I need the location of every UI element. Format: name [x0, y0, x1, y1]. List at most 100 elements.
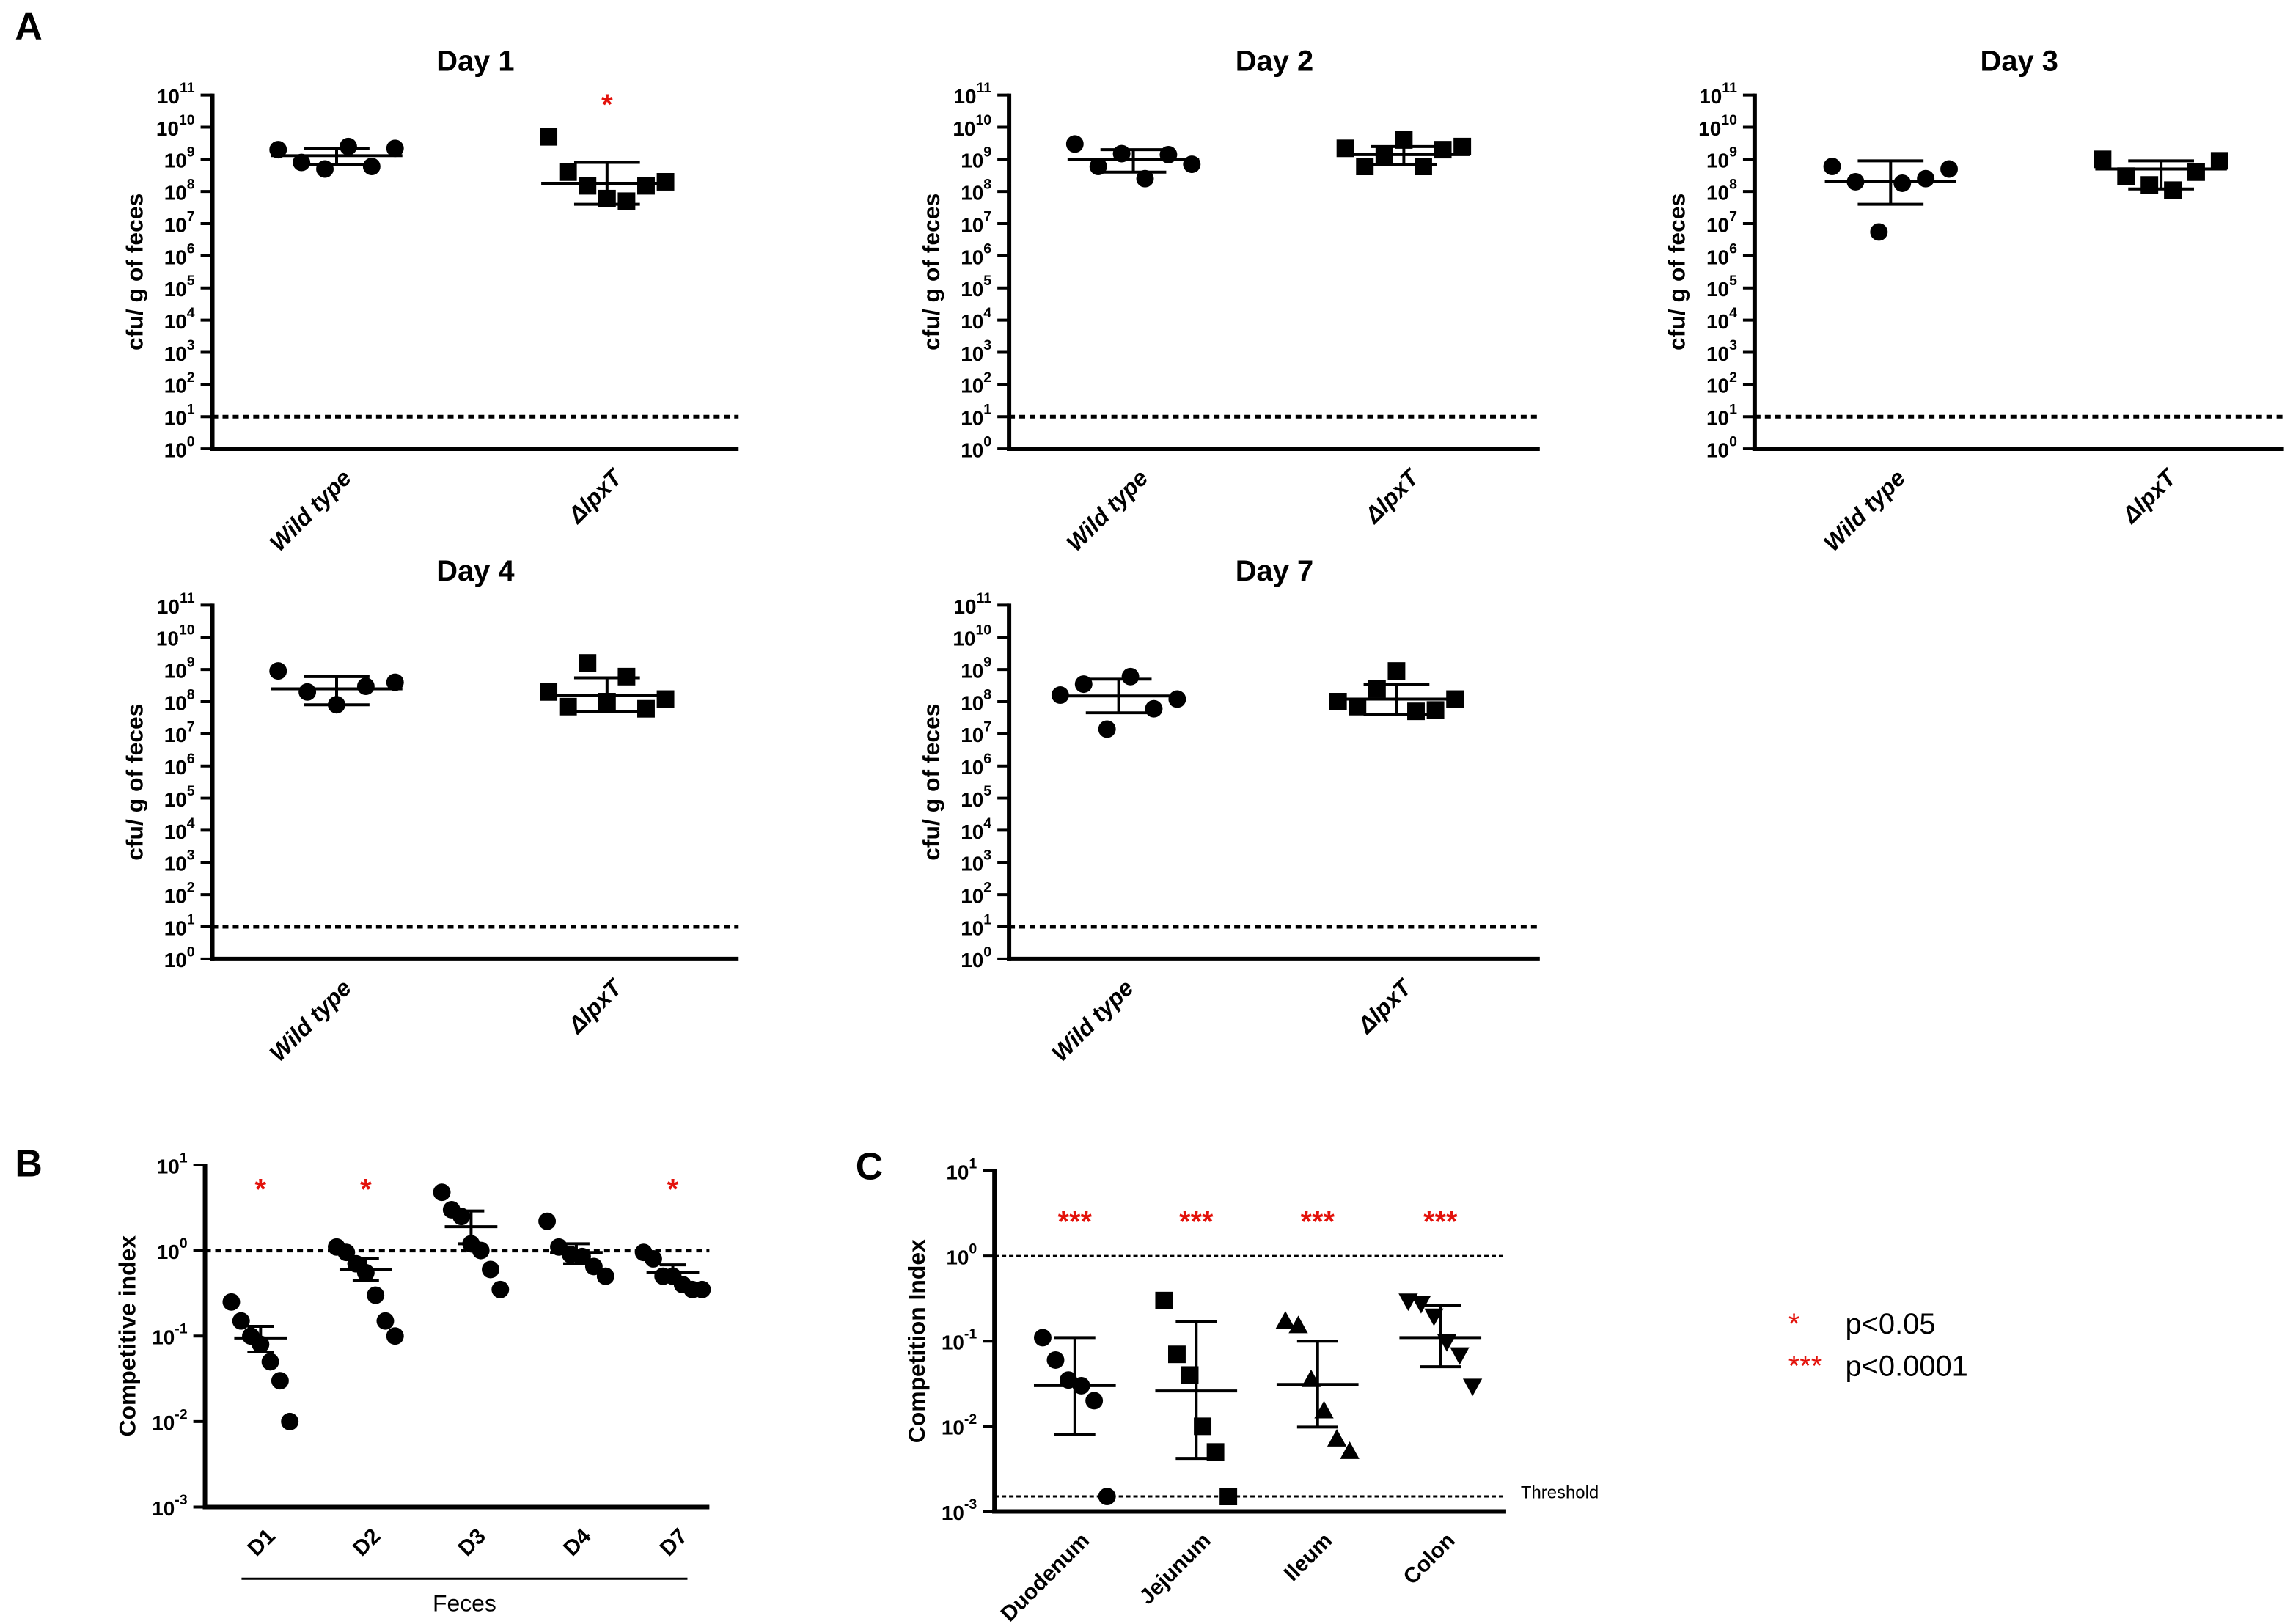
circle-point: [1046, 1351, 1065, 1369]
chart-title: Day 3: [1981, 45, 2058, 77]
triangle-point: [1301, 1369, 1321, 1387]
circle-point: [1870, 223, 1888, 241]
y-axis-label: cfu/ g of feces: [1664, 194, 1690, 350]
threshold-label: Threshold: [1521, 1482, 1599, 1502]
square-point: [1395, 131, 1413, 149]
significance-mark: *: [360, 1173, 372, 1205]
square-point: [637, 177, 655, 195]
significance-mark: *: [667, 1173, 679, 1205]
circle-point: [491, 1280, 510, 1298]
y-tick-label: 102: [1706, 370, 1737, 397]
circle-point: [482, 1260, 499, 1279]
panel-letter: A: [15, 5, 42, 48]
square-point: [1194, 1417, 1212, 1436]
circle-point: [584, 1257, 603, 1276]
square-point: [1206, 1443, 1225, 1461]
y-tick-label: 103: [1706, 337, 1737, 365]
circle-point: [433, 1183, 451, 1202]
y-tick-label: 101: [961, 402, 991, 430]
circle-point: [261, 1353, 279, 1371]
circle-point: [281, 1412, 299, 1430]
triangle-point: [1288, 1315, 1308, 1334]
y-tick-label: 1011: [157, 80, 195, 108]
circle-point: [1136, 169, 1154, 188]
significance-mark: ***: [1179, 1205, 1214, 1238]
circle-point: [362, 158, 381, 176]
circle-point: [1823, 158, 1841, 176]
y-tick-label: 104: [961, 305, 991, 333]
circle-point: [1121, 667, 1140, 686]
triangle-down-point: [1450, 1347, 1470, 1365]
legend-symbol: *: [1788, 1308, 1800, 1340]
chart-title: Day 4: [436, 555, 514, 587]
y-tick-label: 1010: [953, 622, 991, 650]
circle-point: [222, 1293, 241, 1311]
square-point: [540, 683, 558, 701]
square-point: [2140, 176, 2159, 194]
x-axis-label: Feces: [433, 1590, 496, 1617]
chart-title: Day 1: [436, 45, 514, 77]
triangle-point: [1340, 1441, 1360, 1459]
square-point: [1181, 1366, 1199, 1384]
circle-point: [386, 673, 404, 691]
circle-point: [1893, 174, 1912, 192]
square-point: [1168, 1345, 1186, 1364]
significance-mark: ***: [1058, 1205, 1093, 1238]
circle-point: [1917, 169, 1935, 188]
square-point: [1219, 1488, 1238, 1505]
panel-letter: C: [856, 1145, 883, 1188]
square-point: [1155, 1291, 1173, 1309]
triangle-down-point: [1462, 1378, 1483, 1397]
circle-point: [1033, 1329, 1052, 1347]
circle-point: [367, 1286, 385, 1304]
circle-point: [1168, 690, 1186, 708]
square-point: [2117, 167, 2135, 185]
square-point: [1387, 662, 1406, 680]
circle-point: [298, 683, 317, 701]
square-point: [2187, 163, 2205, 181]
circle-point: [376, 1312, 395, 1330]
square-point: [1349, 697, 1367, 716]
triangle-down-point: [1424, 1308, 1444, 1326]
significance-mark: *: [601, 89, 613, 121]
y-axis-label: cfu/ g of feces: [918, 194, 944, 350]
circle-point: [693, 1280, 711, 1298]
circle-point: [337, 1243, 356, 1262]
circle-point: [1145, 699, 1163, 718]
significance-mark: ***: [1300, 1205, 1335, 1238]
panel-letter: B: [15, 1142, 42, 1185]
square-point: [1329, 693, 1347, 710]
square-point: [617, 192, 636, 210]
circle-point: [596, 1267, 614, 1285]
triangle-point: [1314, 1400, 1334, 1419]
circle-point: [1098, 720, 1116, 738]
triangle-point: [1327, 1428, 1347, 1447]
y-axis-label: cfu/ g of feces: [918, 703, 944, 860]
circle-point: [1098, 1488, 1116, 1505]
circle-point: [356, 677, 375, 696]
circle-point: [1065, 135, 1084, 153]
circle-point: [538, 1212, 557, 1230]
square-point: [579, 177, 597, 195]
square-point: [656, 690, 675, 708]
legend-text: p<0.05: [1845, 1308, 1935, 1340]
circle-point: [1085, 1392, 1104, 1410]
circle-point: [232, 1312, 250, 1330]
circle-point: [269, 141, 287, 159]
square-point: [1415, 158, 1432, 176]
square-point: [2094, 150, 2112, 169]
circle-point: [472, 1241, 490, 1260]
square-point: [1407, 702, 1425, 721]
circle-point: [1940, 160, 1959, 178]
square-point: [1426, 701, 1445, 719]
y-tick-label: 109: [164, 655, 195, 683]
chart-title: Day 7: [1236, 555, 1313, 587]
y-axis-label: Competitive index: [114, 1235, 140, 1437]
legend-text: p<0.0001: [1845, 1351, 1967, 1383]
square-point: [559, 163, 577, 181]
square-point: [579, 654, 597, 672]
square-point: [2210, 152, 2228, 170]
